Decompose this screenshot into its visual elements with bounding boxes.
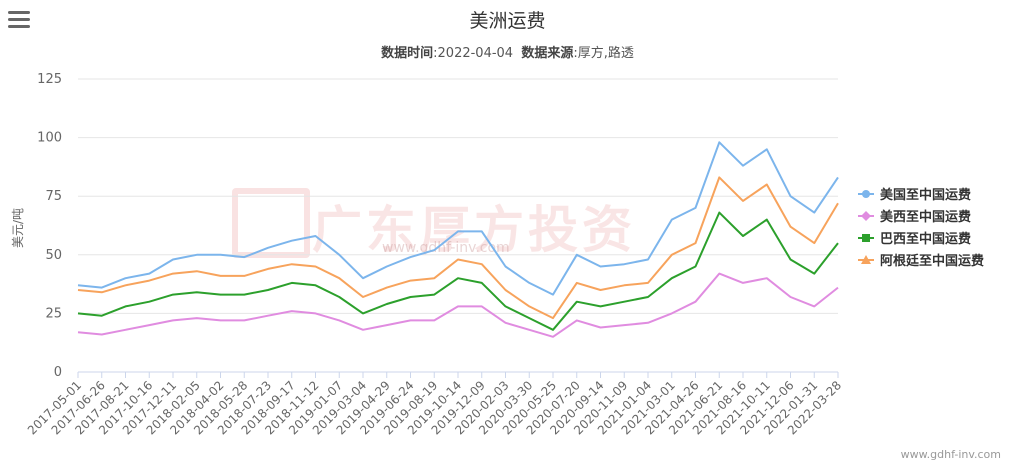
series-line (77, 211, 839, 331)
y-tick-label: 50 (45, 248, 62, 263)
series-line (77, 272, 839, 338)
y-tick-label: 75 (45, 189, 62, 204)
chart-subtitle: 数据时间:2022-04-04 数据来源:厚方,路透 (0, 42, 1015, 61)
source-value: :厚方,路透 (573, 46, 634, 61)
y-axis: 0 25 50 75 100 125 (37, 72, 62, 380)
date-value: :2022-04-04 (433, 46, 514, 61)
legend-label: 巴西至中国运费 (880, 231, 971, 247)
legend-label: 美国至中国运费 (880, 187, 971, 203)
circle-marker-icon (862, 190, 870, 198)
footer-url: www.gdhf-inv.com (900, 448, 1001, 461)
grid-lines (78, 78, 838, 373)
chart-title: 美洲运费 (469, 10, 546, 32)
legend-label: 美西至中国运费 (880, 209, 971, 225)
y-axis-label: 美元/吨 (11, 208, 25, 248)
diamond-marker-icon (861, 211, 871, 221)
legend-item[interactable]: 阿根廷至中国运费 (858, 253, 984, 269)
y-tick-label: 0 (54, 365, 62, 380)
y-tick-label: 125 (37, 72, 62, 87)
plot-area (77, 141, 839, 338)
triangle-marker-icon (861, 255, 871, 264)
y-tick-label: 25 (45, 306, 62, 321)
legend-item[interactable]: 巴西至中国运费 (858, 231, 971, 247)
source-label: 数据来源 (521, 46, 574, 61)
date-label: 数据时间 (381, 46, 434, 61)
x-axis: 2017-05-012017-06-262017-08-212017-10-16… (25, 372, 844, 437)
legend-item[interactable]: 美国至中国运费 (858, 187, 971, 203)
legend-item[interactable]: 美西至中国运费 (858, 209, 971, 225)
legend-label: 阿根廷至中国运费 (880, 253, 984, 269)
series-line (77, 176, 839, 320)
y-tick-label: 100 (37, 131, 62, 146)
hamburger-menu-icon[interactable] (8, 11, 30, 29)
series-line (77, 141, 839, 296)
square-marker-icon (862, 234, 870, 242)
